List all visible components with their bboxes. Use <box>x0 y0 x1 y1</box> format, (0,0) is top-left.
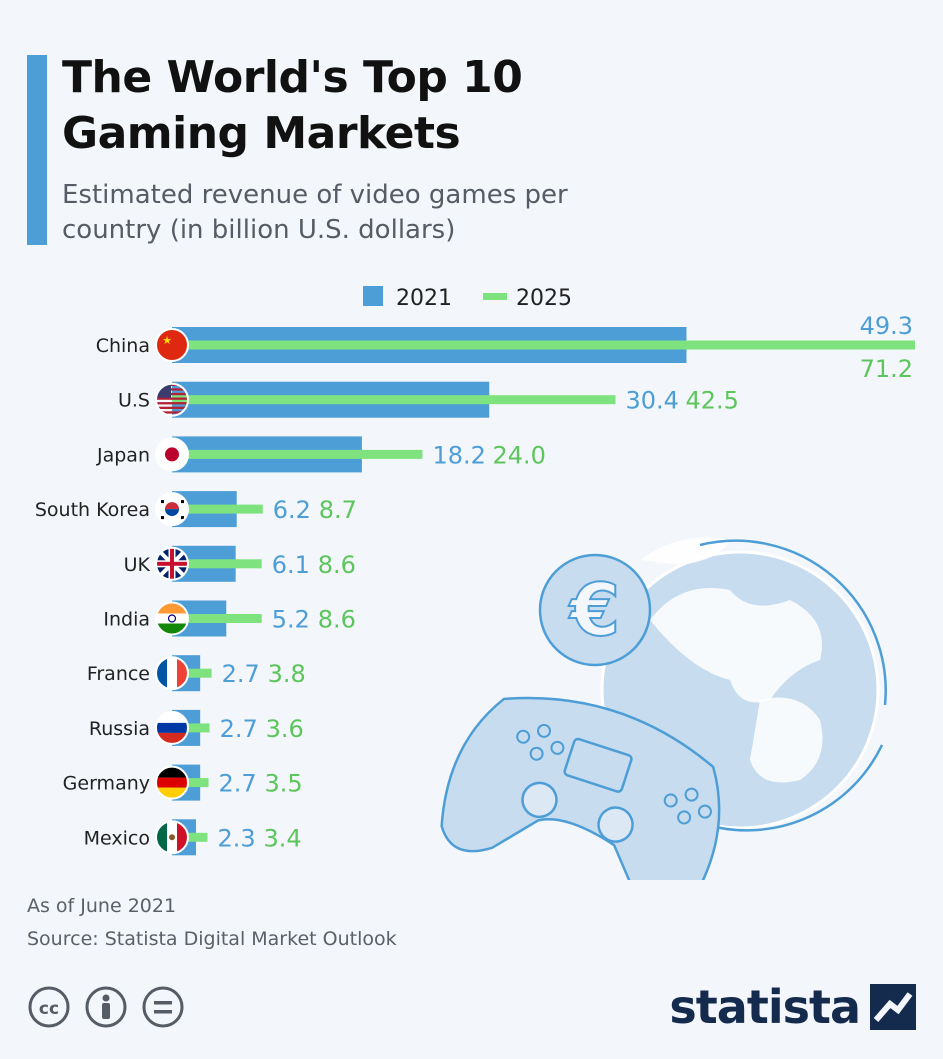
value-label-2021-uk: 6.1 <box>272 551 310 579</box>
bar-2025-u-s <box>172 395 616 405</box>
chart-area: € 2021 2025 China ★ 49.3 71.2 U.S 30.4 42.5 Jap… <box>35 286 915 880</box>
category-label-japan: Japan <box>96 444 150 466</box>
bar-2025-mexico <box>172 832 208 842</box>
value-label-2025-germany: 3.5 <box>265 770 303 798</box>
euro-icon: € <box>538 553 652 667</box>
svg-text:cc: cc <box>39 999 59 1019</box>
bar-2025-russia <box>172 723 210 733</box>
value-label-2021-russia: 2.7 <box>220 715 258 743</box>
value-label-2025-russia: 3.6 <box>266 715 304 743</box>
category-label-south-korea: South Korea <box>35 499 150 521</box>
category-label-uk: UK <box>124 554 151 576</box>
india-flag-icon <box>155 601 189 636</box>
category-label-russia: Russia <box>89 718 150 740</box>
legend-swatch-2021 <box>363 286 383 306</box>
russia-flag-icon <box>155 710 189 745</box>
footer-source: Source: Statista Digital Market Outlook <box>27 928 397 950</box>
value-label-2021-china: 49.3 <box>860 312 913 340</box>
us-flag-icon <box>155 382 189 417</box>
value-label-2021-south-korea: 6.2 <box>273 496 311 524</box>
bar-2025-uk <box>172 559 262 569</box>
france-flag-icon <box>155 656 189 691</box>
svg-text:€: € <box>568 568 620 652</box>
no-derivatives-icon <box>142 986 184 1028</box>
legend-swatch-2025 <box>483 293 507 300</box>
chart-subtitle: Estimated revenue of video games per cou… <box>62 180 568 245</box>
legend-label-2025: 2025 <box>516 286 572 311</box>
category-label-germany: Germany <box>63 773 150 795</box>
bar-2025-south-korea <box>172 504 263 514</box>
value-label-2021-mexico: 2.3 <box>217 824 255 852</box>
value-label-2025-china: 71.2 <box>860 355 913 383</box>
south-korea-flag-icon <box>155 492 189 527</box>
brand-name: statista <box>669 980 861 1034</box>
category-label-mexico: Mexico <box>84 827 150 849</box>
statista-logo-icon <box>870 984 916 1030</box>
title-accent-bar <box>27 55 47 245</box>
cc-icon: cc <box>28 986 70 1028</box>
legend-label-2021: 2021 <box>396 286 452 311</box>
value-label-2025-japan: 24.0 <box>492 441 545 469</box>
category-label-india: India <box>103 609 150 631</box>
legend: 2021 2025 <box>363 286 572 311</box>
category-label-china: China <box>96 335 150 357</box>
license-icons: cc <box>28 986 184 1028</box>
bar-2025-germany <box>172 778 209 788</box>
value-label-2021-india: 5.2 <box>272 606 310 634</box>
category-label-france: France <box>87 663 150 685</box>
value-label-2021-france: 2.7 <box>222 660 260 688</box>
value-label-2025-uk: 8.6 <box>318 551 356 579</box>
footer-date: As of June 2021 <box>27 895 177 917</box>
japan-flag-icon <box>155 437 189 472</box>
value-label-2025-india: 8.6 <box>318 606 356 634</box>
chart-title: The World's Top 10 Gaming Markets <box>62 52 523 159</box>
value-label-2025-mexico: 3.4 <box>263 824 301 852</box>
bars-group: China ★ 49.3 71.2 U.S 30.4 42.5 Japan 18.2 24.0 So… <box>35 312 915 856</box>
value-label-2021-japan: 18.2 <box>432 441 485 469</box>
bar-2025-france <box>172 668 212 678</box>
svg-text:★: ★ <box>162 334 172 347</box>
bar-2025-china <box>172 340 915 350</box>
germany-flag-icon <box>155 765 189 800</box>
statista-brand: statista <box>669 980 916 1034</box>
value-label-2021-u-s: 30.4 <box>626 387 679 415</box>
value-label-2025-u-s: 42.5 <box>686 387 739 415</box>
value-label-2021-germany: 2.7 <box>219 770 257 798</box>
mexico-flag-icon <box>155 820 189 855</box>
value-label-2025-france: 3.8 <box>268 660 306 688</box>
bar-2025-india <box>172 614 262 623</box>
attribution-icon <box>85 986 127 1028</box>
bar-2025-japan <box>172 449 423 459</box>
value-label-2025-south-korea: 8.7 <box>319 496 357 524</box>
gamepad-illustration <box>440 696 721 880</box>
category-label-u-s: U.S <box>118 390 150 412</box>
china-flag-icon: ★ <box>155 328 189 362</box>
uk-flag-icon <box>155 546 189 581</box>
